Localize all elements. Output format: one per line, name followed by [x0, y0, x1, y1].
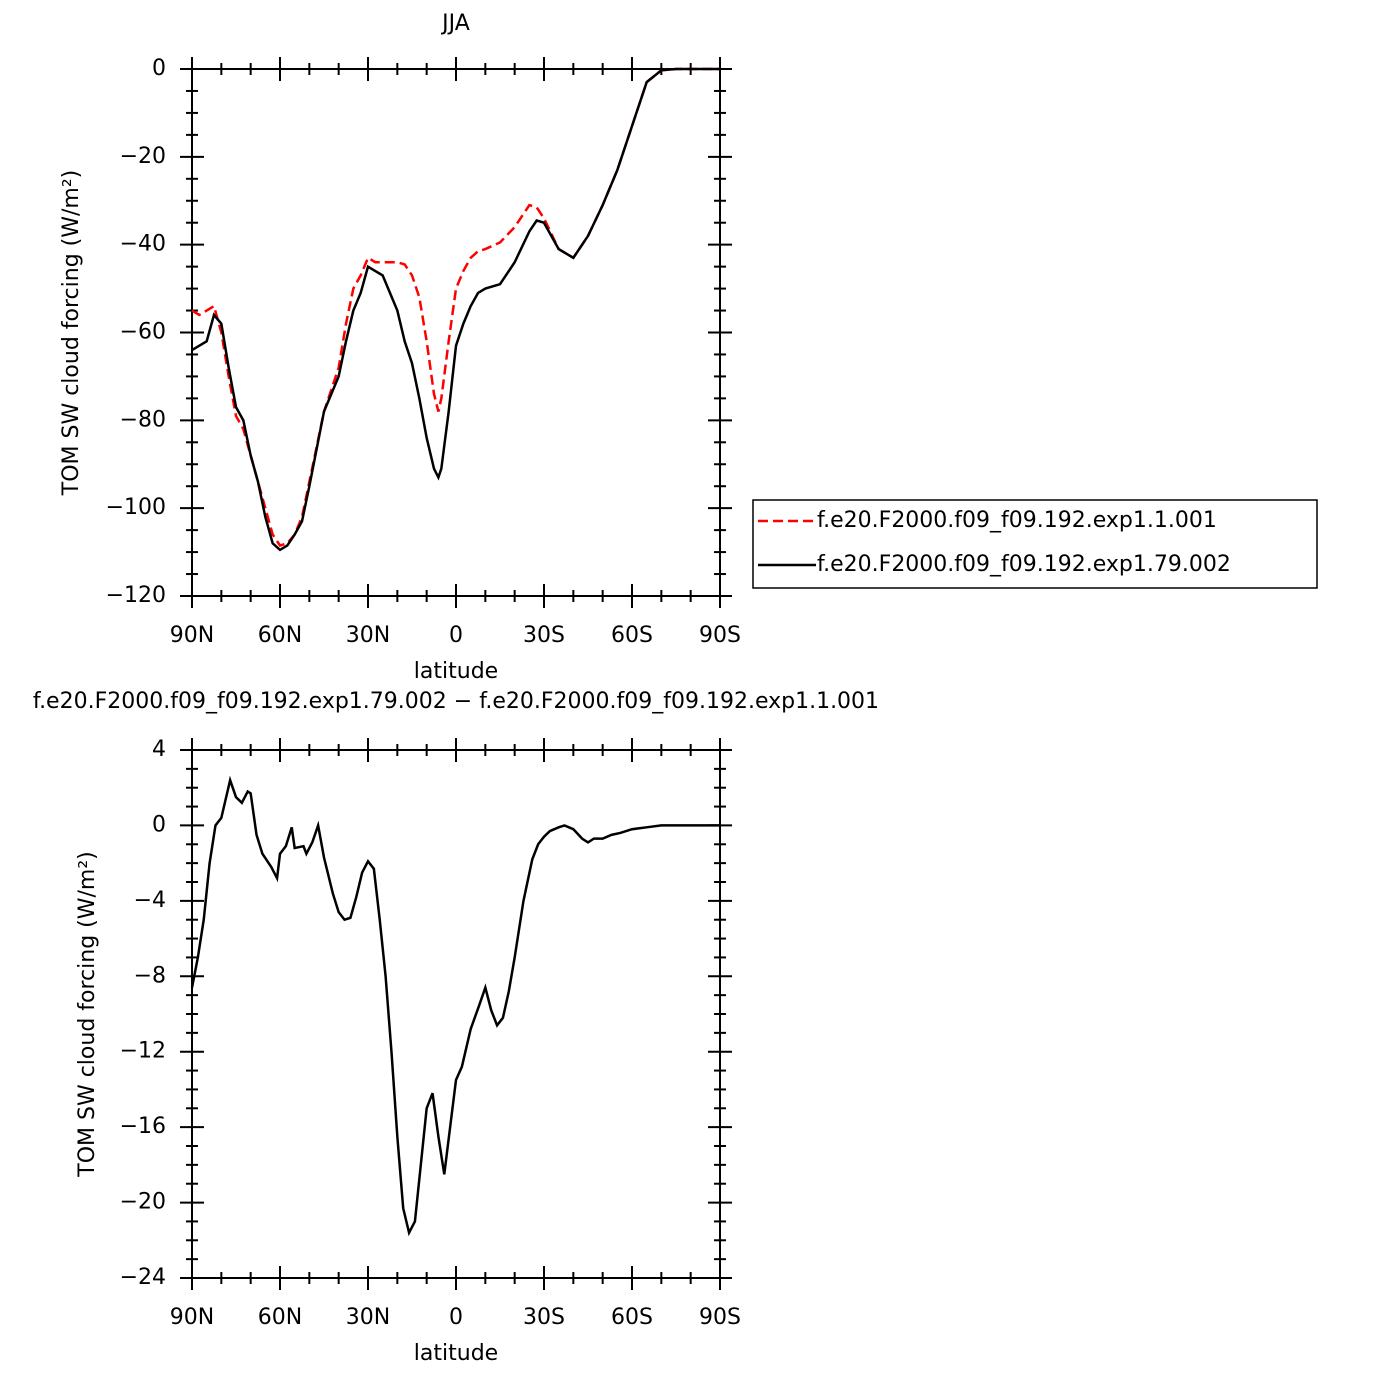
x-tick-label: 60N: [258, 1305, 302, 1330]
y-tick-label: −24: [120, 1265, 166, 1290]
x-tick-label: 0: [449, 1305, 463, 1330]
plot-frame: [191, 68, 721, 597]
chart-title: JJA: [440, 11, 470, 36]
y-tick-label: −20: [120, 1190, 166, 1215]
x-tick-label: 30N: [346, 623, 390, 648]
y-tick-label: −120: [106, 583, 166, 608]
y-tick-label: 4: [152, 737, 166, 762]
chart-title: f.e20.F2000.f09_f09.192.exp1.79.002 − f.…: [33, 689, 879, 714]
y-tick-label: 0: [152, 812, 166, 837]
x-tick-label: 90N: [170, 1305, 214, 1330]
y-tick-label: −4: [134, 888, 166, 913]
y-tick-label: −60: [120, 320, 166, 345]
legend-label: f.e20.F2000.f09_f09.192.exp1.1.001: [817, 508, 1217, 533]
legend-label: f.e20.F2000.f09_f09.192.exp1.79.002: [817, 552, 1231, 577]
y-tick-label: −12: [120, 1039, 166, 1064]
y-tick-label: −8: [134, 963, 166, 988]
y-tick-label: −100: [106, 495, 166, 520]
x-axis-label: latitude: [414, 659, 498, 684]
x-tick-label: 30S: [523, 1305, 565, 1330]
x-tick-label: 0: [449, 623, 463, 648]
x-tick-label: 90N: [170, 623, 214, 648]
y-tick-label: −20: [120, 144, 166, 169]
x-tick-label: 90S: [699, 623, 741, 648]
y-tick-label: −80: [120, 407, 166, 432]
y-tick-label: −16: [120, 1114, 166, 1139]
x-tick-label: 30N: [346, 1305, 390, 1330]
y-tick-label: −40: [120, 232, 166, 257]
data-line: [191, 67, 720, 547]
y-axis-label: TOM SW cloud forcing (W/m²): [75, 851, 100, 1177]
data-line: [190, 775, 720, 1237]
x-axis-label: latitude: [414, 1341, 498, 1366]
x-tick-label: 90S: [699, 1305, 741, 1330]
y-tick-label: 0: [152, 56, 166, 81]
x-tick-label: 60N: [258, 623, 302, 648]
x-tick-label: 60S: [611, 623, 653, 648]
x-tick-label: 30S: [523, 623, 565, 648]
legend-box: [752, 499, 1318, 589]
data-line: [191, 67, 720, 552]
x-tick-label: 60S: [611, 1305, 653, 1330]
y-axis-label: TOM SW cloud forcing (W/m²): [59, 170, 84, 496]
